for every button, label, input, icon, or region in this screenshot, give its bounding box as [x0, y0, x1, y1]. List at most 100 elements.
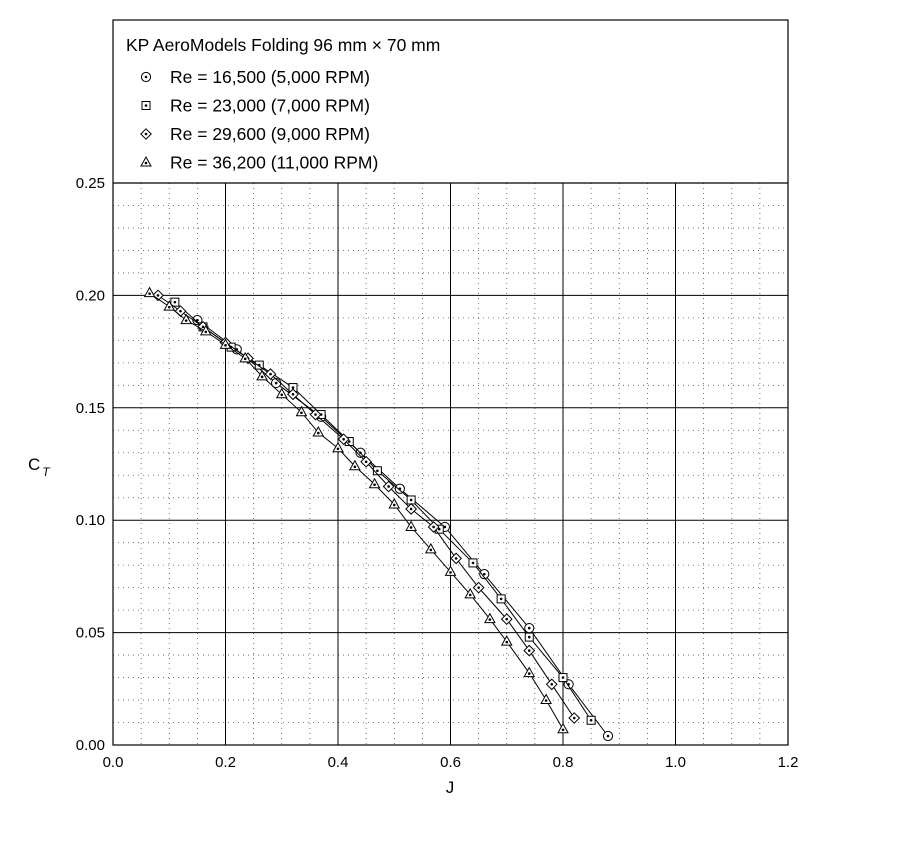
marker-center: [544, 699, 548, 702]
marker-center: [347, 440, 351, 443]
marker-center: [477, 586, 480, 589]
marker-center: [449, 571, 452, 574]
marker-center: [505, 617, 509, 621]
y-axis-label-subscript: T: [42, 465, 51, 479]
data-point: [349, 459, 361, 471]
data-point: [484, 612, 496, 624]
data-point: [424, 542, 437, 554]
data-point: [275, 387, 288, 399]
data-point: [568, 712, 581, 724]
y-tick-label: 0.10: [76, 512, 105, 529]
data-point: [312, 425, 325, 437]
series-2: [170, 297, 596, 725]
data-point: [337, 433, 350, 446]
x-tick-label: 0.8: [553, 754, 574, 771]
marker-center: [432, 525, 435, 529]
series-line: [174, 301, 592, 721]
data-point: [295, 405, 308, 417]
marker-center: [468, 593, 472, 597]
data-point: [557, 722, 569, 734]
marker-center: [144, 75, 148, 79]
marker-outline: [540, 693, 552, 705]
marker-center: [156, 294, 160, 297]
marker-center: [300, 411, 303, 415]
marker-center: [471, 561, 475, 565]
legend-marker: [140, 71, 152, 83]
data-point: [524, 632, 534, 642]
legend: KP AeroModels Folding 96 mm × 70 mm Re =…: [126, 35, 440, 173]
marker-outline: [256, 369, 268, 381]
marker-center: [179, 309, 182, 313]
marker-center: [561, 728, 565, 732]
data-point: [309, 408, 322, 421]
legend-label: Re = 36,200 (11,000 RPM): [170, 153, 378, 173]
marker-outline: [523, 666, 536, 678]
marker-center: [280, 393, 284, 397]
data-point: [219, 338, 232, 349]
marker-center: [527, 626, 531, 630]
legend-label: Re = 29,600 (9,000 RPM): [170, 124, 370, 144]
data-point: [287, 388, 299, 401]
data-point: [163, 300, 176, 311]
marker-center: [387, 485, 390, 488]
data-point: [468, 558, 478, 568]
data-point: [152, 289, 164, 302]
marker-center: [373, 483, 376, 487]
marker-outline: [464, 587, 477, 599]
marker-center: [144, 161, 148, 165]
marker-center: [269, 372, 272, 376]
data-point: [427, 521, 440, 533]
y-tick-label: 0.05: [76, 625, 105, 642]
x-tick-label: 0.6: [440, 754, 461, 771]
marker-outline: [500, 635, 513, 646]
marker-center: [204, 330, 208, 334]
x-tick-label: 0.0: [103, 754, 124, 771]
data-point: [368, 477, 381, 489]
marker-center: [505, 640, 509, 644]
data-point: [523, 644, 536, 657]
data-point: [540, 693, 552, 705]
marker-outline: [557, 722, 569, 734]
data-point: [464, 587, 477, 599]
marker-outline: [219, 338, 232, 349]
marker-center: [429, 548, 433, 552]
data-point: [524, 623, 535, 634]
data-point: [264, 368, 277, 380]
marker-center: [243, 357, 247, 361]
marker-outline: [405, 520, 417, 531]
marker-outline: [199, 324, 212, 336]
data-point: [143, 286, 156, 298]
data-point: [545, 678, 558, 691]
tick-labels: 0.0 0.2 0.4 0.6 0.8 1.0 1.2 0.00 0.05 0.10 0.15 0.2…: [76, 175, 799, 771]
marker-center: [148, 292, 151, 295]
marker-center: [376, 469, 379, 473]
data-point: [472, 581, 485, 594]
marker-center: [409, 498, 413, 502]
marker-center: [291, 386, 295, 389]
x-tick-label: 1.0: [665, 754, 686, 771]
series-layer: [143, 286, 614, 742]
marker-center: [224, 344, 227, 347]
marker-outline: [312, 425, 325, 437]
marker-center: [173, 300, 177, 304]
data-point: [406, 495, 416, 505]
marker-outline: [275, 387, 288, 399]
legend-marker: [140, 128, 152, 140]
series-3: [152, 289, 581, 724]
marker-outline: [295, 405, 308, 417]
marker-center: [291, 393, 295, 396]
data-point: [500, 635, 513, 646]
data-point: [360, 455, 373, 468]
data-point: [602, 730, 614, 742]
marker-center: [409, 507, 413, 511]
marker-center: [353, 465, 357, 469]
marker-center: [499, 597, 503, 601]
marker-outline: [444, 565, 457, 576]
marker-center: [550, 683, 554, 686]
marker-center: [409, 526, 413, 529]
legend-title: KP AeroModels Folding 96 mm × 70 mm: [126, 35, 440, 55]
series-line: [197, 319, 609, 737]
marker-center: [527, 635, 531, 639]
